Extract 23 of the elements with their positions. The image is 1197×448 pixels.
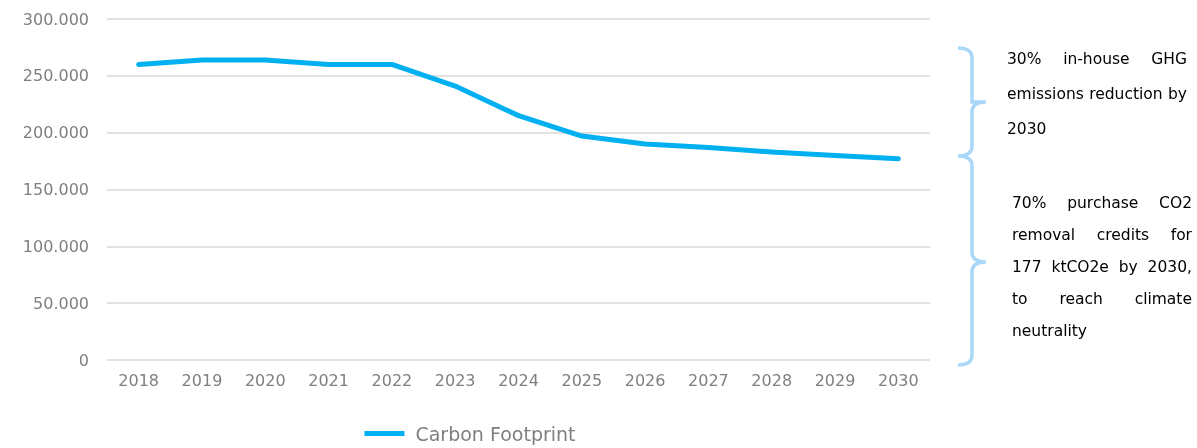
x-tick-label: 2019 [181, 370, 223, 390]
x-tick-label: 2018 [118, 370, 160, 390]
x-tick-label: 2020 [244, 370, 286, 390]
y-tick-label: 250.000 [22, 66, 89, 86]
x-tick-label: 2027 [688, 370, 729, 390]
x-tick-label: 2026 [624, 370, 666, 390]
y-tick-label: 150.000 [22, 180, 89, 199]
text: 30% in-house GHG emissions reduction by 2030 [1007, 49, 1187, 140]
x-tick-label: 2023 [434, 370, 476, 390]
y-tick-label: 300.000 [22, 9, 89, 29]
x-tick-label: 2021 [308, 370, 349, 390]
y-tick-label: 200.000 [22, 123, 89, 143]
x-tick-label: 2029 [814, 370, 856, 390]
y-tick-label: 0 [78, 350, 89, 370]
legend-label: Carbon Footprint [415, 422, 576, 445]
x-tick-label: 2022 [371, 370, 413, 390]
x-tick-label: 2025 [561, 370, 603, 390]
x-tick-label: 2024 [498, 370, 539, 390]
y-tick-label: 100.000 [22, 236, 89, 256]
x-tick-label: 2028 [751, 370, 793, 390]
y-tick-label: 50.000 [33, 293, 89, 313]
text: 70% purchase CO2 removal credits for 177 ktCO2e by 2030, to reach climate neutrality [1012, 193, 1192, 342]
x-tick-label: 2030 [877, 370, 919, 390]
